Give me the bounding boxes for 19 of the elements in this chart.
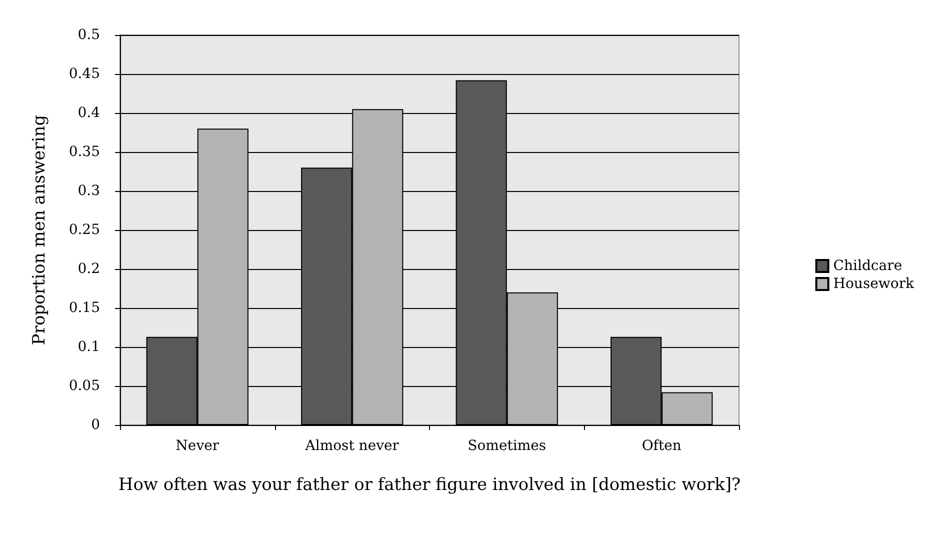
y-tick-label: 0 xyxy=(91,417,100,433)
x-tick-label: Often xyxy=(642,438,682,454)
y-tick-label: 0.2 xyxy=(78,261,100,277)
y-tick-label: 0.15 xyxy=(68,300,100,316)
legend-label: Housework xyxy=(833,276,915,292)
legend-label: Childcare xyxy=(833,258,902,274)
y-tick-label: 0.5 xyxy=(78,27,100,43)
y-axis-title: Proportion men answering xyxy=(30,114,50,346)
y-tick-label: 0.4 xyxy=(78,105,100,121)
y-tick-label: 0.35 xyxy=(68,144,100,160)
x-tick-label: Sometimes xyxy=(468,438,546,454)
y-tick-label: 0.3 xyxy=(78,183,100,199)
y-tick-label: 0.1 xyxy=(78,339,100,355)
x-tick-label: Almost never xyxy=(304,438,400,454)
y-tick-label: 0.25 xyxy=(68,222,100,238)
y-tick-label: 0.45 xyxy=(68,66,100,82)
x-tick-label: Never xyxy=(176,438,220,454)
x-axis-title: How often was your father or father figure involved in [domestic work]? xyxy=(118,475,741,495)
y-tick-label: 0.05 xyxy=(68,378,100,394)
